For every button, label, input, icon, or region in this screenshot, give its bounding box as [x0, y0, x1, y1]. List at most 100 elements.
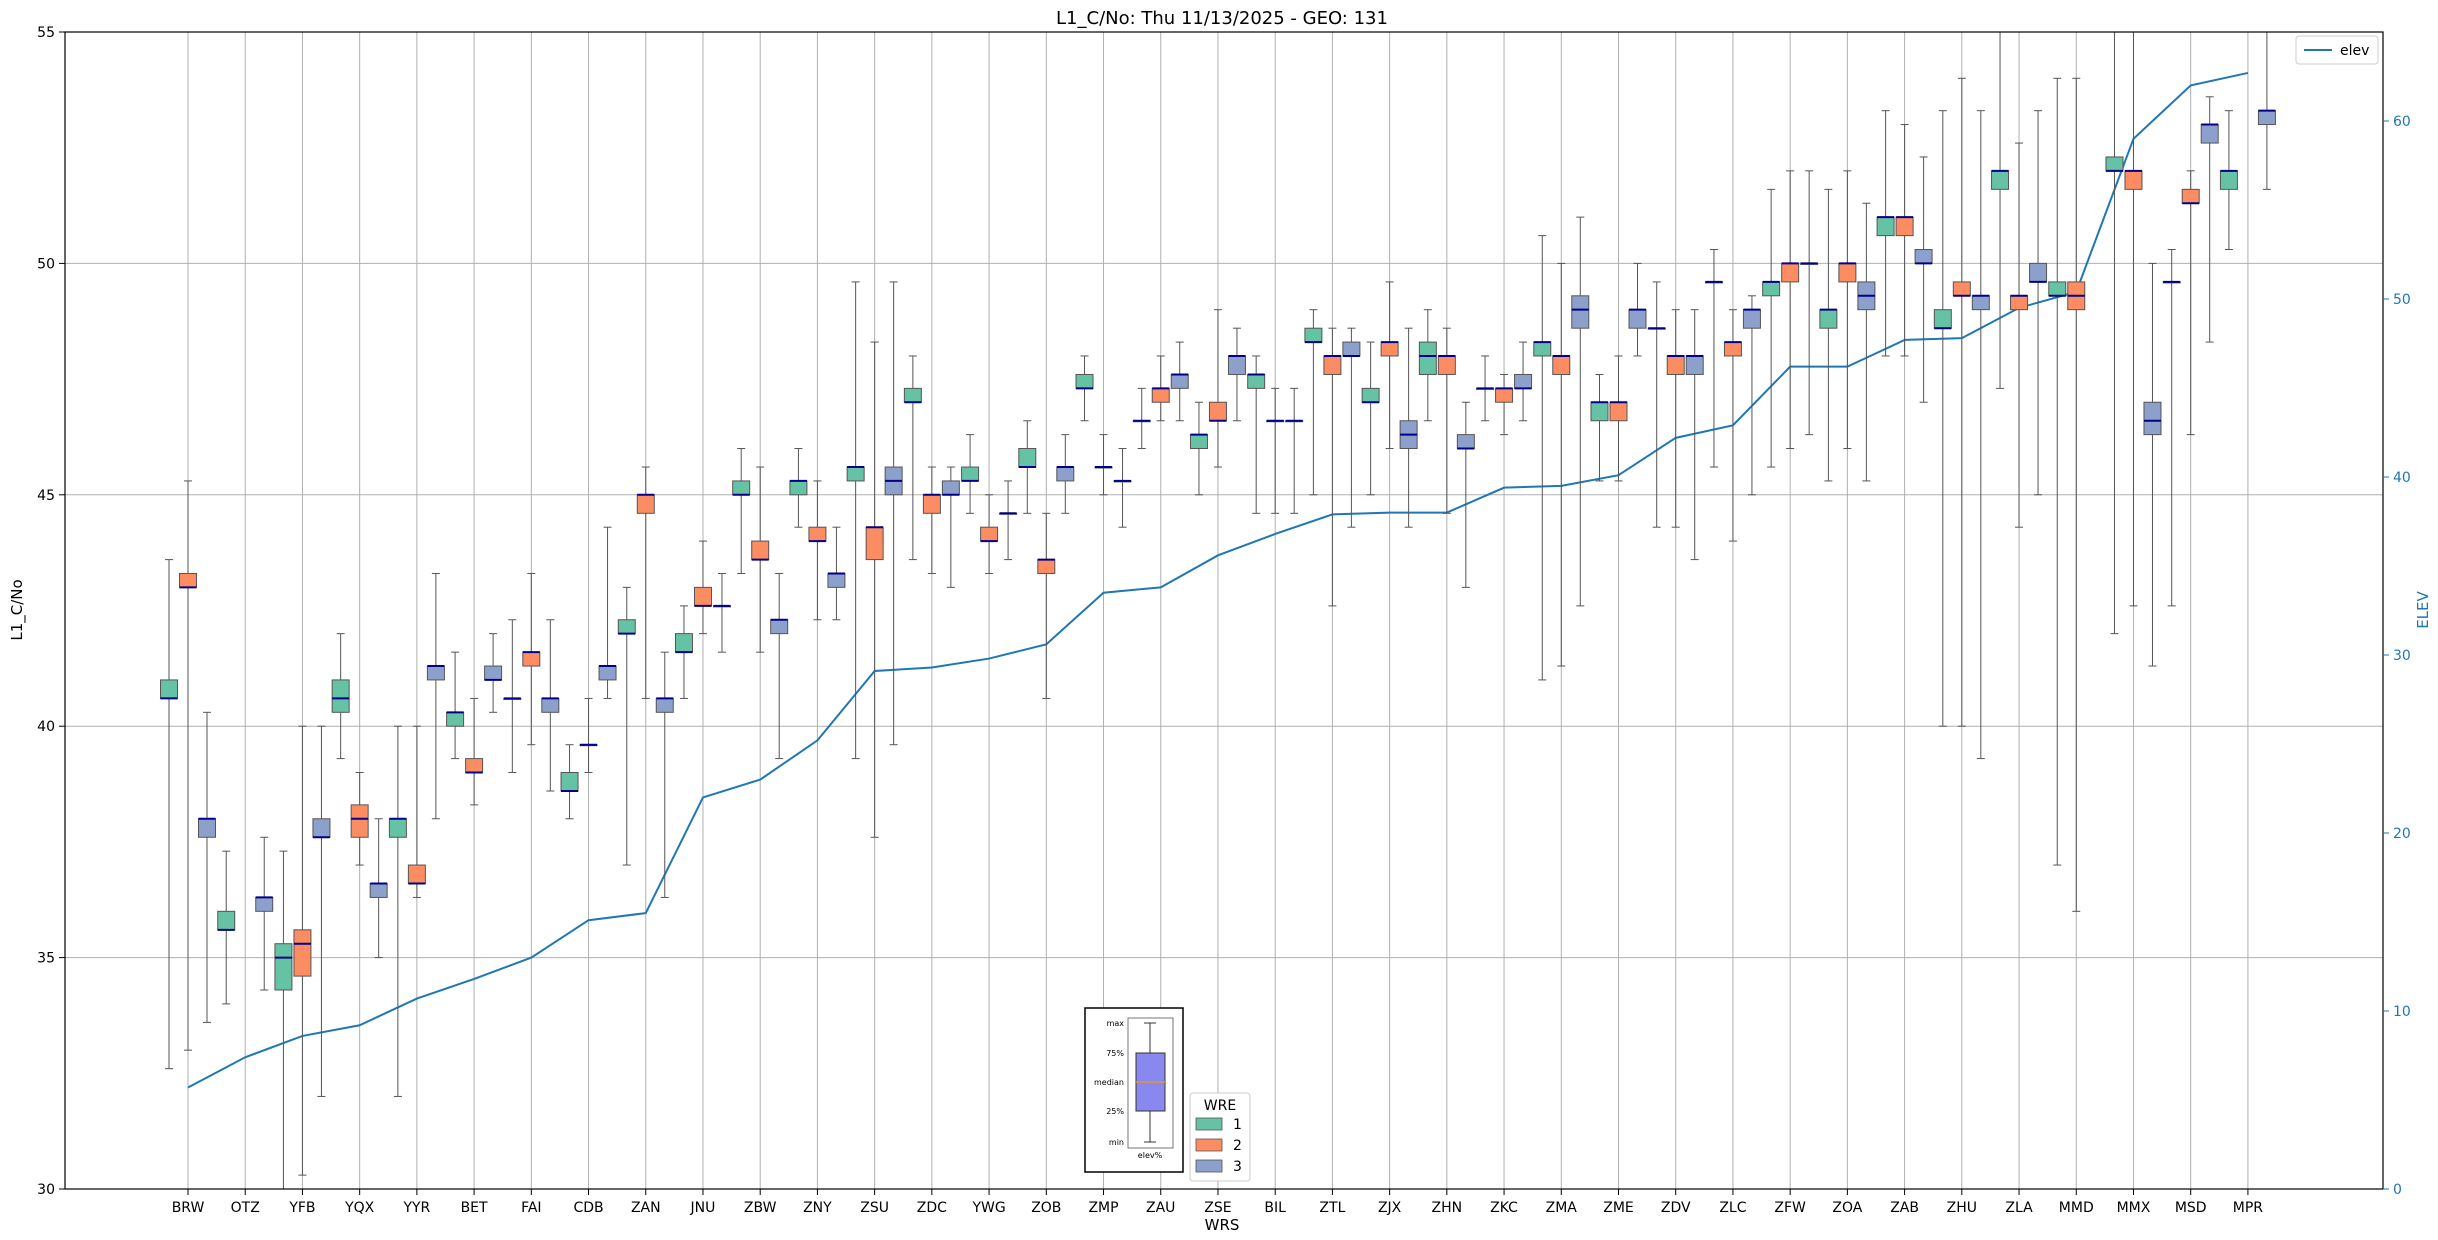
- box-body: [274, 943, 293, 991]
- box-key-inner-frame: [1127, 1017, 1174, 1149]
- box-JNU-wre2: [693, 540, 712, 635]
- x-tick-label: ZSE: [1204, 1200, 1231, 1216]
- x-tick-label: ZJX: [1378, 1200, 1402, 1216]
- box-ZAU-wre2: [1151, 355, 1170, 422]
- box-JNU-wre3: [712, 572, 731, 653]
- box-ZMP-wre2: [1094, 434, 1113, 496]
- box-YQX-wre2: [350, 771, 369, 866]
- box-ZOB-wre1: [1018, 420, 1037, 514]
- box-ZMA-wre2: [1552, 262, 1571, 667]
- box-key-frame: [1084, 1007, 1184, 1173]
- x-tick-label: YWG: [971, 1200, 1005, 1216]
- box-body: [369, 883, 388, 898]
- box-BET-wre1: [446, 651, 465, 760]
- box-YFB-wre1: [274, 850, 293, 1190]
- elev-legend-label: elev: [2340, 43, 2369, 59]
- box-ZSU-wre3: [884, 281, 903, 746]
- box-body: [789, 480, 808, 496]
- box-ZAB-wre1: [1876, 110, 1895, 357]
- box-ZHU-wre2: [1952, 77, 1971, 727]
- box-body: [2029, 262, 2048, 283]
- box-BRW-wre3: [198, 711, 216, 1023]
- x-tick-label: ZMA: [1546, 1200, 1578, 1216]
- box-ZOB-wre2: [1037, 512, 1056, 699]
- box-body: [1895, 216, 1914, 237]
- box-ZKC-wre3: [1514, 341, 1533, 422]
- box-ZAB-wre3: [1914, 156, 1933, 403]
- box-body: [922, 494, 941, 514]
- box-ZJX-wre1: [1361, 341, 1380, 496]
- box-ZMA-wre1: [1533, 235, 1552, 681]
- box-body: [1208, 401, 1227, 422]
- box-ZHU-wre3: [1971, 110, 1990, 760]
- box-body: [1418, 341, 1437, 375]
- box-body: [1876, 216, 1895, 237]
- box-YYR-wre1: [388, 725, 407, 1097]
- box-ZNY-wre2: [808, 480, 827, 621]
- box-body: [2257, 110, 2276, 126]
- wre-legend-label-1: 1: [1233, 1117, 1242, 1133]
- x-tick-label: ZKC: [1490, 1200, 1518, 1216]
- box-BRW-wre2: [179, 480, 197, 1051]
- box-ZAU-wre1: [1132, 387, 1151, 450]
- box-body: [465, 758, 484, 773]
- box-MMX-wre3: [2143, 262, 2162, 667]
- box-body: [522, 651, 541, 667]
- box-ZNY-wre1: [789, 448, 808, 528]
- box-body: [2143, 401, 2162, 436]
- box-body: [1170, 373, 1189, 389]
- box-body: [1952, 281, 1971, 297]
- box-ZDC-wre2: [922, 466, 941, 574]
- box-body: [1933, 309, 1952, 329]
- box-ZME-wre3: [1628, 262, 1647, 357]
- boxes-layer: [160, 31, 2276, 1190]
- box-ZLC-wre1: [1704, 249, 1723, 468]
- box-ZAB-wre2: [1895, 124, 1914, 357]
- box-ZOA-wre3: [1857, 202, 1876, 482]
- box-body: [693, 586, 712, 607]
- x-tick-label: ZAN: [631, 1200, 661, 1216]
- box-BIL-wre2: [1266, 387, 1285, 514]
- box-body: [1723, 341, 1742, 357]
- box-ZMA-wre3: [1571, 216, 1590, 607]
- wre-legend-title: WRE: [1204, 1098, 1236, 1114]
- box-body: [541, 697, 560, 713]
- box-body: [846, 466, 865, 482]
- box-MSD-wre1: [2162, 249, 2181, 607]
- y-axis-label: L1_C/No: [8, 579, 27, 640]
- box-ZLA-wre2: [2010, 142, 2029, 528]
- box-YWG-wre3: [999, 480, 1018, 561]
- y2-tick-label: 0: [2393, 1182, 2402, 1198]
- box-OTZ-wre3: [255, 836, 274, 991]
- y-tick-label: 30: [37, 1182, 55, 1198]
- x-tick-label: ZTL: [1319, 1200, 1345, 1216]
- box-body: [1056, 466, 1075, 482]
- box-body: [980, 526, 999, 542]
- box-body: [1742, 309, 1761, 329]
- box-body: [1666, 355, 1685, 375]
- box-body: [388, 818, 407, 838]
- box-YQX-wre3: [369, 818, 388, 959]
- box-ZHU-wre1: [1933, 110, 1952, 727]
- box-JNU-wre1: [674, 605, 693, 699]
- box-body: [1914, 249, 1933, 264]
- box-ZDV-wre2: [1666, 309, 1685, 528]
- box-BIL-wre1: [1247, 355, 1266, 514]
- box-FAI-wre3: [541, 619, 560, 792]
- box-YYR-wre2: [407, 725, 426, 898]
- box-body: [1075, 373, 1094, 389]
- box-ZTL-wre2: [1323, 327, 1342, 607]
- box-body: [751, 540, 770, 561]
- elev-legend-frame: [2295, 35, 2379, 65]
- box-ZME-wre2: [1609, 355, 1628, 482]
- box-YFB-wre2: [293, 725, 312, 1176]
- box-ZDC-wre3: [941, 466, 960, 588]
- elev-legend: elev: [2295, 35, 2379, 65]
- chart-title: L1_C/No: Thu 11/13/2025 - GEO: 131: [1056, 8, 1388, 29]
- x-tick-label: JNU: [690, 1200, 716, 1216]
- box-ZAN-wre3: [655, 651, 674, 898]
- box-body: [827, 572, 846, 588]
- box-body: [560, 771, 579, 792]
- box-ZAN-wre1: [617, 586, 636, 866]
- box-key-q1-label: 25%: [1106, 1107, 1124, 1116]
